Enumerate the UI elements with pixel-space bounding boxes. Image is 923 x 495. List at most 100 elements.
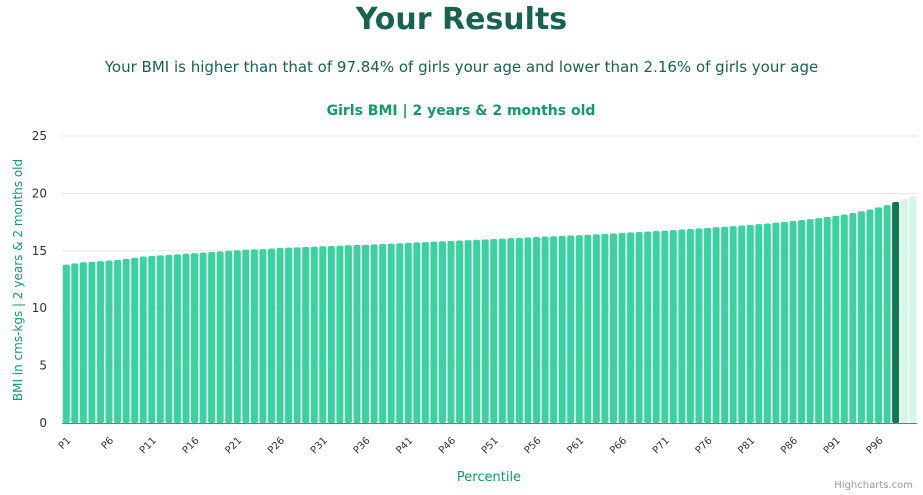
bar-P10[interactable] bbox=[139, 256, 147, 423]
bar-P59[interactable] bbox=[558, 235, 566, 423]
bar-P52[interactable] bbox=[498, 238, 506, 423]
credits-link[interactable]: Highcharts.com bbox=[834, 480, 913, 491]
bar-P69[interactable] bbox=[644, 231, 652, 423]
bar-P93[interactable] bbox=[849, 212, 857, 423]
bar-P82[interactable] bbox=[755, 224, 763, 423]
bar-P85[interactable] bbox=[780, 221, 788, 423]
bar-P62[interactable] bbox=[584, 234, 592, 423]
bar-P28[interactable] bbox=[293, 247, 301, 423]
bar-P43[interactable] bbox=[421, 242, 429, 423]
bar-P25[interactable] bbox=[267, 248, 275, 423]
bar-P13[interactable] bbox=[165, 254, 173, 423]
bar-P18[interactable] bbox=[208, 251, 216, 423]
bar-P92[interactable] bbox=[840, 214, 848, 423]
bar-P32[interactable] bbox=[327, 245, 335, 423]
bar-P89[interactable] bbox=[815, 218, 823, 423]
bar-P68[interactable] bbox=[635, 231, 643, 423]
bar-P45[interactable] bbox=[438, 241, 446, 423]
bar-P34[interactable] bbox=[344, 245, 352, 423]
bar-P19[interactable] bbox=[216, 251, 224, 423]
bar-P47[interactable] bbox=[456, 240, 464, 423]
bar-P61[interactable] bbox=[575, 235, 583, 423]
bar-P51[interactable] bbox=[490, 238, 498, 423]
bar-P49[interactable] bbox=[473, 239, 481, 423]
bar-P91[interactable] bbox=[832, 215, 840, 423]
bar-P66[interactable] bbox=[618, 232, 626, 423]
bar-P48[interactable] bbox=[464, 240, 472, 423]
bar-P79[interactable] bbox=[729, 226, 737, 423]
bar-P74[interactable] bbox=[686, 228, 694, 423]
bar-P84[interactable] bbox=[772, 222, 780, 423]
bar-P78[interactable] bbox=[721, 226, 729, 423]
bar-P4[interactable] bbox=[88, 261, 96, 423]
bar-P71[interactable] bbox=[661, 230, 669, 423]
bar-P30[interactable] bbox=[310, 246, 318, 423]
bar-P72[interactable] bbox=[669, 230, 677, 423]
bar-P46[interactable] bbox=[447, 240, 455, 423]
bar-P11[interactable] bbox=[148, 255, 156, 423]
bar-P14[interactable] bbox=[173, 254, 181, 423]
bar-P99[interactable] bbox=[900, 199, 908, 423]
bar-P27[interactable] bbox=[285, 247, 293, 423]
bar-P75[interactable] bbox=[695, 228, 703, 423]
bar-P44[interactable] bbox=[430, 241, 438, 423]
bar-P95[interactable] bbox=[866, 209, 874, 423]
bar-P54[interactable] bbox=[515, 237, 523, 423]
bar-P41[interactable] bbox=[404, 242, 412, 423]
bar-P67[interactable] bbox=[627, 232, 635, 423]
bar-P94[interactable] bbox=[857, 211, 865, 423]
bar-P7[interactable] bbox=[114, 259, 122, 423]
bar-P87[interactable] bbox=[798, 220, 806, 423]
bar-P37[interactable] bbox=[370, 244, 378, 423]
bar-P76[interactable] bbox=[704, 227, 712, 423]
bar-P29[interactable] bbox=[302, 247, 310, 423]
bar-P98[interactable] bbox=[892, 202, 900, 423]
bar-P23[interactable] bbox=[250, 249, 258, 423]
bar-P73[interactable] bbox=[678, 229, 686, 423]
bar-P21[interactable] bbox=[233, 250, 241, 423]
bar-P53[interactable] bbox=[507, 238, 515, 423]
bar-P58[interactable] bbox=[550, 236, 558, 423]
bar-P31[interactable] bbox=[319, 246, 327, 423]
bar-P40[interactable] bbox=[396, 243, 404, 423]
bar-P90[interactable] bbox=[823, 216, 831, 423]
bar-P39[interactable] bbox=[387, 243, 395, 423]
bar-P17[interactable] bbox=[199, 252, 207, 423]
bar-P57[interactable] bbox=[541, 236, 549, 423]
bar-P77[interactable] bbox=[712, 227, 720, 423]
bar-P8[interactable] bbox=[122, 258, 130, 423]
bar-P86[interactable] bbox=[789, 220, 797, 423]
bar-P24[interactable] bbox=[259, 249, 267, 423]
bar-P3[interactable] bbox=[79, 262, 87, 423]
bar-P65[interactable] bbox=[609, 233, 617, 423]
bar-P33[interactable] bbox=[336, 245, 344, 423]
bar-P9[interactable] bbox=[131, 257, 139, 423]
bar-P5[interactable] bbox=[96, 261, 104, 423]
bar-P26[interactable] bbox=[276, 247, 284, 423]
bar-P83[interactable] bbox=[763, 223, 771, 423]
bar-P97[interactable] bbox=[883, 205, 891, 423]
bar-P88[interactable] bbox=[806, 219, 814, 423]
bar-P100[interactable] bbox=[909, 196, 917, 423]
bar-P22[interactable] bbox=[242, 249, 250, 423]
bar-P55[interactable] bbox=[524, 237, 532, 423]
bar-P36[interactable] bbox=[362, 244, 370, 423]
bar-P50[interactable] bbox=[481, 239, 489, 423]
bar-P81[interactable] bbox=[746, 224, 754, 423]
bar-P2[interactable] bbox=[71, 263, 79, 423]
bar-P56[interactable] bbox=[533, 237, 541, 423]
bar-P35[interactable] bbox=[353, 245, 361, 423]
bar-P96[interactable] bbox=[875, 207, 883, 423]
bar-P1[interactable] bbox=[62, 264, 70, 423]
bar-P20[interactable] bbox=[225, 250, 233, 423]
bar-P12[interactable] bbox=[156, 255, 164, 423]
bar-P6[interactable] bbox=[105, 260, 113, 423]
bar-P16[interactable] bbox=[191, 253, 199, 423]
bar-P63[interactable] bbox=[592, 234, 600, 423]
bar-P70[interactable] bbox=[652, 231, 660, 423]
bar-P15[interactable] bbox=[182, 253, 190, 423]
bar-P64[interactable] bbox=[601, 233, 609, 423]
bar-P60[interactable] bbox=[567, 235, 575, 423]
bar-P80[interactable] bbox=[738, 225, 746, 423]
bar-P42[interactable] bbox=[413, 242, 421, 423]
